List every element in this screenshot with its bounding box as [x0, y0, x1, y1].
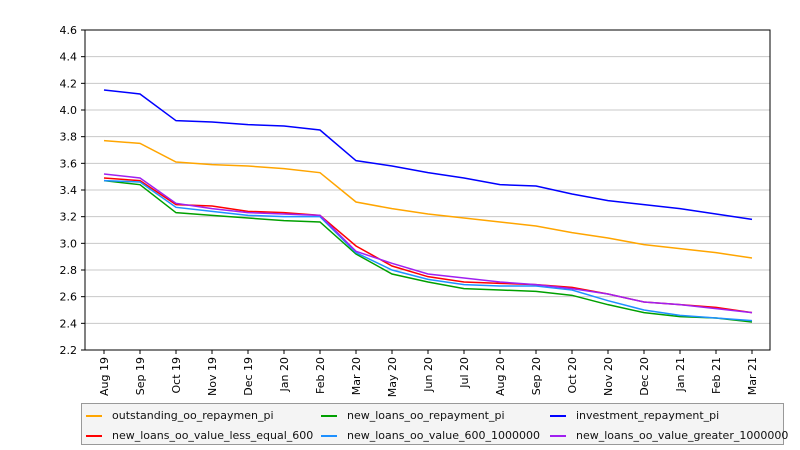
x-tick-label: Mar 21 — [746, 357, 759, 395]
x-tick-label: Feb 20 — [314, 357, 327, 394]
x-tick-label: Mar 20 — [350, 357, 363, 395]
x-tick-label: Dec 20 — [638, 357, 651, 396]
legend-item: new_loans_oo_repayment_pi — [321, 409, 505, 422]
x-tick-label: Nov 20 — [602, 357, 615, 396]
x-tick-label: Sep 20 — [530, 357, 543, 395]
x-tick-label: Feb 21 — [710, 357, 723, 394]
x-tick-label: Aug 19 — [98, 357, 111, 396]
x-tick-label: May 20 — [386, 357, 399, 397]
y-tick-label: 4.4 — [60, 51, 78, 64]
legend-label: outstanding_oo_repaymen_pi — [112, 409, 274, 422]
legend-item: outstanding_oo_repaymen_pi — [86, 409, 274, 422]
x-tick-label: Oct 20 — [566, 357, 579, 394]
legend-label: new_loans_oo_value_600_1000000 — [347, 429, 540, 442]
x-tick-label: Jun 20 — [422, 357, 435, 393]
x-tick-label: Jan 20 — [278, 357, 291, 392]
x-tick-label: Jan 21 — [674, 357, 687, 392]
legend-swatch — [86, 434, 102, 437]
legend-item: investment_repayment_pi — [550, 409, 719, 422]
legend-swatch — [550, 414, 566, 417]
y-tick-label: 4.2 — [60, 77, 78, 90]
legend-label: new_loans_oo_value_greater_1000000 — [576, 429, 789, 442]
y-tick-label: 4.6 — [60, 24, 78, 37]
y-tick-label: 2.4 — [60, 317, 78, 330]
series-line-outstanding_oo_repaymen_pi — [103, 139, 753, 259]
legend-swatch — [86, 414, 102, 417]
y-tick-label: 3.8 — [60, 131, 78, 144]
legend-item: new_loans_oo_value_greater_1000000 — [550, 429, 788, 442]
x-tick-label: Jul 20 — [458, 357, 471, 389]
x-tick-label: Dec 19 — [242, 357, 255, 396]
series-line-new_loans_oo_value_greater_1000000 — [103, 173, 753, 314]
legend-item: new_loans_oo_value_less_equal_600 — [86, 429, 313, 442]
y-tick-label: 2.2 — [60, 344, 78, 357]
legend-swatch — [550, 434, 566, 437]
legend-swatch — [321, 414, 337, 417]
y-tick-label: 3.6 — [60, 157, 78, 170]
series-line-new_loans_oo_value_600_1000000 — [103, 179, 753, 322]
legend-label: investment_repayment_pi — [576, 409, 720, 422]
y-tick-label: 2.6 — [60, 291, 78, 304]
legend: outstanding_oo_repaymen_pi new_loans_oo_… — [81, 403, 788, 445]
x-tick-label: Oct 19 — [170, 357, 183, 394]
legend-label: new_loans_oo_repayment_pi — [347, 409, 505, 422]
series-line-investment_repayment_pi — [103, 89, 753, 221]
x-tick-label: Nov 19 — [206, 357, 219, 396]
y-tick-label: 4.0 — [60, 104, 78, 117]
y-tick-label: 2.8 — [60, 264, 78, 277]
y-tick-label: 3.0 — [60, 237, 78, 250]
legend-swatch — [321, 434, 337, 437]
legend-item: new_loans_oo_value_600_1000000 — [321, 429, 540, 442]
line-chart: 2.2 2.4 2.6 2.8 3.0 3.2 3.4 3.6 3.8 4.0 4.2 4.4 4.6 A… — [60, 24, 771, 397]
legend-label: new_loans_oo_value_less_equal_600 — [112, 429, 314, 442]
y-tick-label: 3.4 — [60, 184, 78, 197]
x-tick-label: Sep 19 — [134, 357, 147, 395]
series-line-new_loans_oo_repayment_pi — [103, 179, 753, 323]
x-tick-label: Aug 20 — [494, 357, 507, 396]
y-tick-label: 3.2 — [60, 211, 78, 224]
